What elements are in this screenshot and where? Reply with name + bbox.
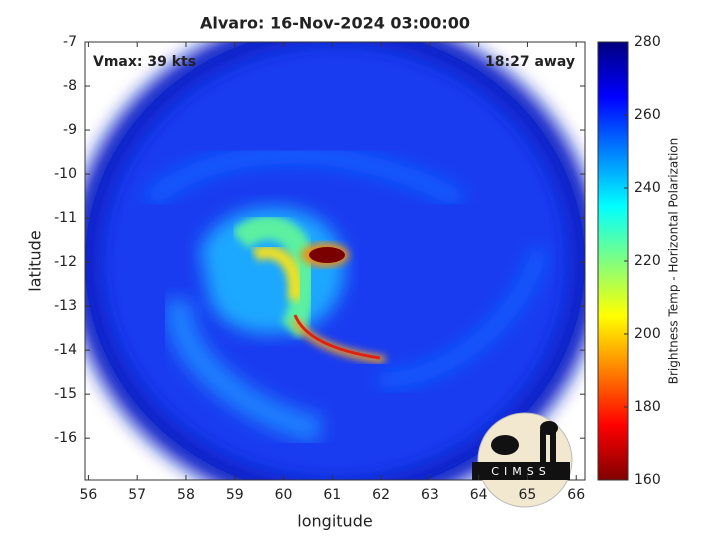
x-tick-label: 60 bbox=[275, 487, 293, 503]
colorbar-tick-label: 220 bbox=[634, 253, 661, 269]
colorbar-label: Brightness Temp - Horizontal Polarizatio… bbox=[667, 138, 681, 385]
x-tick-label: 56 bbox=[80, 487, 98, 503]
colorbar-tick-label: 200 bbox=[634, 326, 661, 342]
y-tick-label: -13 bbox=[54, 298, 77, 314]
logo: CIMSS bbox=[472, 412, 573, 508]
colorbar-tick-label: 260 bbox=[634, 107, 661, 123]
y-tick-label: -11 bbox=[54, 210, 77, 226]
y-tick-label: -14 bbox=[54, 342, 77, 358]
y-tick-label: -7 bbox=[63, 34, 77, 50]
y-tick-label: -16 bbox=[54, 430, 77, 446]
colorbar-tick-label: 280 bbox=[634, 34, 661, 50]
y-tick-label: -10 bbox=[54, 166, 77, 182]
x-tick-label: 64 bbox=[470, 487, 488, 503]
x-tick-label: 62 bbox=[372, 487, 390, 503]
colorbar-tick-label: 180 bbox=[634, 399, 661, 415]
chart-title: Alvaro: 16-Nov-2024 03:00:00 bbox=[200, 14, 470, 33]
logo-text: CIMSS bbox=[491, 465, 550, 478]
x-tick-label: 57 bbox=[128, 487, 146, 503]
colorbar bbox=[597, 41, 629, 481]
plot-frame bbox=[84, 41, 586, 481]
x-axis-label: longitude bbox=[297, 512, 372, 531]
x-tick-label: 59 bbox=[226, 487, 244, 503]
x-tick-label: 65 bbox=[519, 487, 537, 503]
y-tick-label: -12 bbox=[54, 254, 77, 270]
y-tick-label: -15 bbox=[54, 386, 77, 402]
y-axis-label: latitude bbox=[26, 230, 45, 291]
x-tick-label: 61 bbox=[323, 487, 341, 503]
y-tick-label: -8 bbox=[63, 78, 77, 94]
satellite-image bbox=[85, 42, 585, 480]
colorbar-tick-label: 160 bbox=[634, 472, 661, 488]
x-tick-label: 63 bbox=[421, 487, 439, 503]
annotation: 18:27 away bbox=[485, 54, 575, 70]
y-tick-label: -9 bbox=[63, 122, 77, 138]
annotation: Vmax: 39 kts bbox=[93, 54, 196, 70]
x-tick-label: 58 bbox=[177, 487, 195, 503]
colorbar-tick-label: 240 bbox=[634, 180, 661, 196]
x-tick-label: 66 bbox=[567, 487, 585, 503]
